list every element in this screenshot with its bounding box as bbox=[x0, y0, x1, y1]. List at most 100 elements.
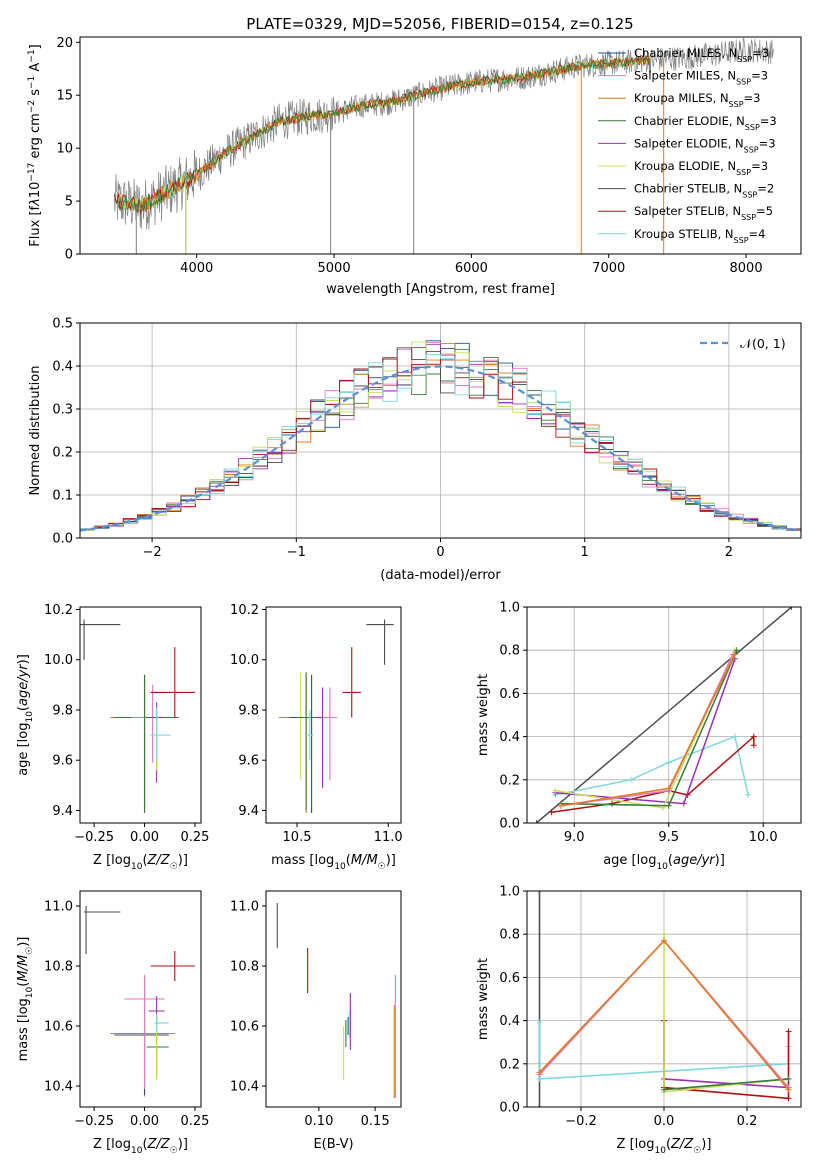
axes-age_vs_mass: 10.5 11.0 9.4 9.6 9.8 10.0 10.2 mass [log10(M/M… bbox=[230, 603, 403, 872]
y-tick-label: 1.0 bbox=[499, 885, 520, 900]
normal-curve bbox=[80, 365, 801, 532]
plot-area bbox=[276, 903, 396, 1098]
x-tick-label: −0.25 bbox=[74, 1114, 114, 1129]
y-tick-label: 15 bbox=[56, 89, 73, 104]
x-tick-label: 0.25 bbox=[180, 1114, 209, 1129]
axes-frame bbox=[79, 606, 202, 824]
plot-area bbox=[527, 891, 801, 1107]
y-tick-label: 11.0 bbox=[230, 900, 259, 915]
plot-area bbox=[80, 619, 195, 813]
x-tick-label: 0.00 bbox=[130, 1114, 159, 1129]
y-tick-label: 10.4 bbox=[44, 1080, 73, 1095]
x-tick-label: −0.2 bbox=[565, 1114, 597, 1129]
y-tick-label: 9.8 bbox=[52, 703, 73, 718]
y-tick-label: 9.6 bbox=[238, 754, 259, 769]
x-tick-label: 11.0 bbox=[374, 830, 403, 845]
histogram-kroupa_stelib bbox=[80, 354, 801, 531]
model-line-kroupa_stelib bbox=[116, 54, 651, 214]
x-tick-label: −0.25 bbox=[74, 830, 114, 845]
legend-label: Kroupa STELIB, NSSP=4 bbox=[634, 227, 765, 245]
x-tick-label: 0.15 bbox=[361, 1114, 390, 1129]
x-tick-label: 0.2 bbox=[737, 1114, 758, 1129]
y-tick-label: 0.6 bbox=[499, 971, 520, 986]
y-tick-label: 9.4 bbox=[238, 804, 259, 819]
axes-residuals: −2 −1 0 1 2 0.0 0.1 0.2 0.3 0.4 0.5 (data-model)/er… bbox=[28, 317, 802, 583]
legend-label: Kroupa MILES, NSSP=3 bbox=[634, 91, 760, 109]
y-tick-label: 9.8 bbox=[238, 703, 259, 718]
legend-label: Salpeter STELIB, NSSP=5 bbox=[634, 204, 773, 222]
weight-line-kroupa_stelib bbox=[555, 735, 749, 796]
axis-label: Z [log10(Z/Z☉)] bbox=[93, 1137, 188, 1156]
legend-label: Chabrier MILES, NSSP=3 bbox=[634, 46, 769, 64]
x-tick-label: 0.0 bbox=[654, 1114, 675, 1129]
x-tick-label: 10.0 bbox=[749, 830, 778, 845]
y-tick-label: 0.0 bbox=[499, 817, 520, 832]
axes-age_vs_Z: −0.25 0.00 0.25 9.4 9.6 9.8 10.0 10.2 Z [log10(Z… bbox=[16, 603, 209, 872]
x-axis-label: wavelength [Angstrom, rest frame] bbox=[326, 282, 555, 297]
x-tick-label: −2 bbox=[143, 545, 162, 560]
y-tick-label: 0.0 bbox=[499, 1101, 520, 1116]
axis-label: Z [log10(Z/Z☉)] bbox=[93, 853, 188, 872]
x-tick-label: 7000 bbox=[592, 261, 625, 276]
model-line-kroupa_miles bbox=[116, 55, 651, 214]
y-tick-label: 10.8 bbox=[44, 960, 73, 975]
y-tick-label: 0 bbox=[65, 248, 73, 263]
axes-spectrum: 4000 5000 6000 7000 8000 0 5 10 15 20 wavelength [… bbox=[27, 36, 802, 297]
x-tick-label: 0.00 bbox=[130, 830, 159, 845]
y-tick-label: 10.2 bbox=[230, 603, 259, 618]
y-tick-label: 9.4 bbox=[52, 804, 73, 819]
weight-line-chabrier_stelib bbox=[535, 607, 793, 823]
x-tick-label: 9.5 bbox=[658, 830, 679, 845]
data-spectrum-line bbox=[113, 38, 774, 230]
y-tick-label: 10.6 bbox=[44, 1020, 73, 1035]
y-tick-label: 11.0 bbox=[44, 900, 73, 915]
axes-mass_vs_EBV: 0.10 0.15 10.4 10.6 10.8 11.0 E(B-V) bbox=[230, 890, 402, 1152]
axes-frame bbox=[79, 890, 202, 1108]
plot-area bbox=[278, 619, 394, 813]
plot-area bbox=[84, 906, 195, 1097]
x-tick-label: 6000 bbox=[455, 261, 488, 276]
y-axis-label: Flux [fλ10−17 erg cm−2 s−1 A−1] bbox=[27, 44, 43, 246]
y-tick-label: 5 bbox=[65, 195, 73, 210]
x-tick-label: 10.5 bbox=[283, 830, 312, 845]
plot-area bbox=[113, 38, 774, 254]
y-tick-label: 10 bbox=[56, 142, 73, 157]
x-tick-label: 0.25 bbox=[180, 830, 209, 845]
y-tick-label: 0.8 bbox=[499, 928, 520, 943]
legend-label: 𝒩(0, 1) bbox=[740, 336, 786, 351]
y-tick-label: 20 bbox=[56, 36, 73, 51]
x-tick-label: 8000 bbox=[730, 261, 763, 276]
x-tick-label: 0.10 bbox=[304, 1114, 333, 1129]
model-line-kroupa_elodie bbox=[116, 55, 651, 212]
x-tick-label: 9.0 bbox=[564, 830, 585, 845]
axes-frame bbox=[265, 606, 402, 824]
axes-frame bbox=[265, 890, 402, 1108]
axes-massweight_vs_Z: −0.2 0.0 0.2 0.0 0.2 0.4 0.6 0.8 1.0 Z [log10(Z/Z… bbox=[476, 885, 802, 1156]
y-tick-label: 10.2 bbox=[44, 603, 73, 618]
y-axis-label: mass weight bbox=[476, 674, 491, 756]
y-tick-label: 0.4 bbox=[499, 1014, 520, 1029]
y-axis-label: mass weight bbox=[476, 958, 491, 1040]
y-tick-label: 0.4 bbox=[52, 360, 73, 375]
y-tick-label: 10.0 bbox=[44, 653, 73, 668]
x-tick-label: 1 bbox=[581, 545, 589, 560]
plot-area bbox=[80, 323, 801, 538]
x-tick-label: −1 bbox=[287, 545, 306, 560]
model-line-salpeter_stelib bbox=[113, 54, 650, 214]
weight-line-salpeter_elodie bbox=[663, 1078, 789, 1089]
y-tick-label: 0.6 bbox=[499, 687, 520, 702]
x-tick-label: 5000 bbox=[318, 261, 351, 276]
y-tick-label: 0.2 bbox=[52, 446, 73, 461]
legend-label: Salpeter MILES, NSSP=3 bbox=[634, 69, 768, 87]
axis-label: age [log10(age/yr)] bbox=[603, 853, 725, 872]
x-axis-label: E(B-V) bbox=[313, 1137, 353, 1152]
y-tick-label: 0.8 bbox=[499, 644, 520, 659]
y-tick-label: 10.8 bbox=[230, 960, 259, 975]
histogram-chabrier_stelib bbox=[80, 347, 801, 530]
x-tick-label: 4000 bbox=[180, 261, 213, 276]
axes-frame bbox=[526, 606, 802, 824]
y-axis-label: Normed distribution bbox=[28, 366, 43, 496]
axes-mass_vs_Z: −0.25 0.00 0.25 10.4 10.6 10.8 11.0 Z [log10(Z/… bbox=[16, 890, 209, 1156]
x-tick-label: 0 bbox=[436, 545, 444, 560]
